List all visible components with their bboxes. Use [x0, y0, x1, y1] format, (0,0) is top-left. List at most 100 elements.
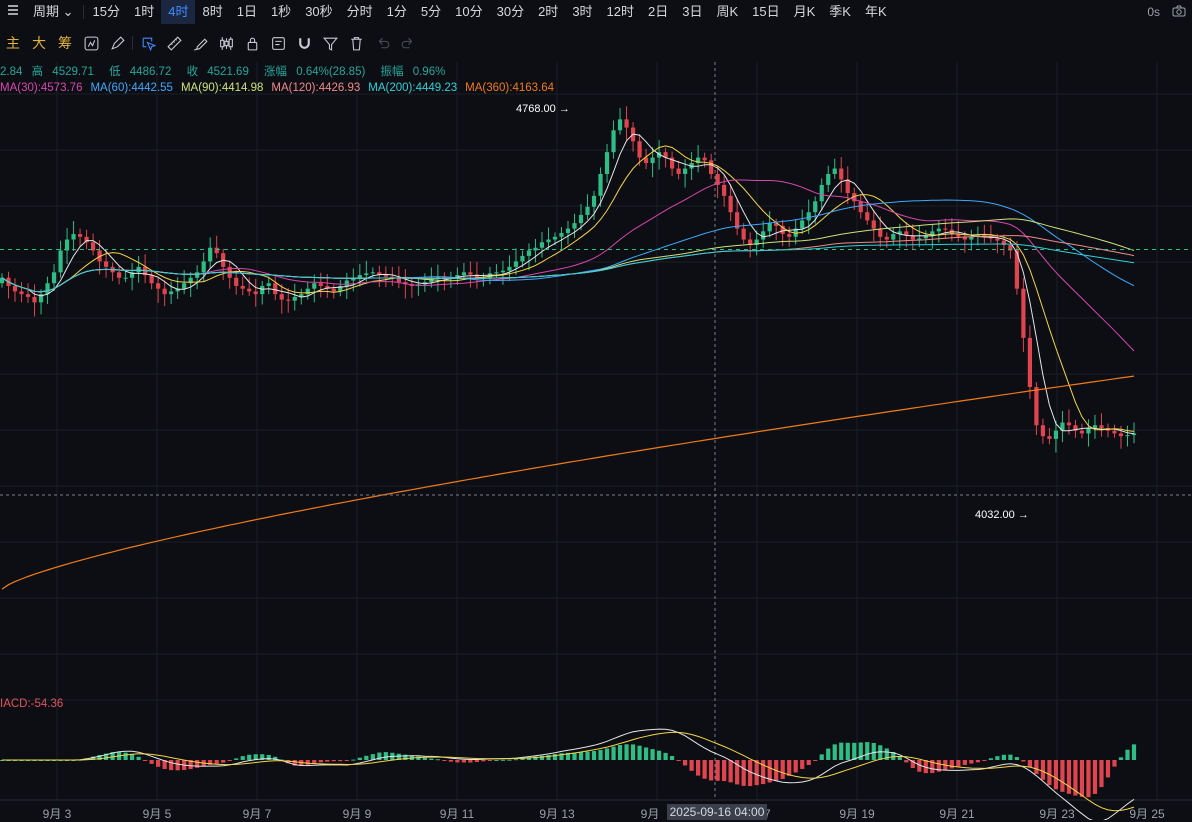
- candle-body: [58, 250, 63, 273]
- period-option[interactable]: 10分: [455, 4, 483, 19]
- period-option[interactable]: 4时: [161, 0, 196, 24]
- pen-tool-icon[interactable]: [104, 28, 130, 58]
- ohlc-info: 2.84 高 4529.71 低 4486.72 收 4521.69 涨幅 0.…: [0, 63, 457, 79]
- period-option[interactable]: 季K: [829, 4, 851, 19]
- mode-large-button[interactable]: 大: [32, 35, 46, 51]
- period-option[interactable]: 1日: [236, 4, 257, 19]
- period-option[interactable]: 周K: [716, 4, 739, 19]
- candle-body: [156, 283, 161, 289]
- candle-body: [819, 184, 824, 202]
- period-option[interactable]: 年K: [864, 4, 887, 19]
- macd-bar: [891, 752, 896, 760]
- candle-body: [702, 157, 707, 161]
- macd-bar: [696, 760, 701, 776]
- candle-body: [0, 277, 5, 284]
- candle-body: [1118, 433, 1124, 437]
- macd-bar: [195, 760, 200, 768]
- ruler-icon[interactable]: [161, 28, 187, 58]
- period-option[interactable]: 3日: [682, 4, 703, 19]
- mode-main-button[interactable]: 主: [6, 35, 20, 51]
- candle-body: [390, 276, 395, 278]
- period-option[interactable]: 15分: [92, 4, 121, 19]
- brush-icon[interactable]: [187, 28, 213, 58]
- macd-bar: [748, 760, 753, 787]
- period-label: 周期: [33, 4, 60, 19]
- change-label: 涨幅: [264, 66, 288, 78]
- period-option[interactable]: 月K: [793, 4, 816, 19]
- candle-body: [526, 250, 532, 256]
- period-option[interactable]: 30秒: [305, 4, 333, 19]
- macd-bar: [617, 745, 623, 760]
- ma-legend-item: MA(90):4414.98: [180, 82, 264, 94]
- macd-bar: [526, 757, 532, 760]
- magnet-icon[interactable]: [291, 28, 317, 58]
- candlestick-icon[interactable]: [213, 28, 239, 58]
- macd-bar: [591, 751, 597, 760]
- menu-icon[interactable]: [0, 0, 26, 24]
- macd-bar: [735, 760, 740, 785]
- candle-body: [253, 291, 258, 295]
- period-option[interactable]: 2日: [648, 4, 669, 19]
- macd-bar: [728, 760, 733, 783]
- period-option[interactable]: 30分: [496, 4, 525, 19]
- cursor-select-icon[interactable]: [135, 28, 161, 58]
- macd-bar: [533, 756, 538, 760]
- period-option[interactable]: 8时: [202, 4, 223, 19]
- candle-body: [1092, 425, 1098, 428]
- candle-body: [1099, 425, 1104, 428]
- ma-line: [1, 133, 1135, 435]
- macd-bar: [858, 742, 863, 760]
- mode-chips-button[interactable]: 筹: [58, 35, 72, 51]
- candle-body: [715, 173, 720, 185]
- period-option[interactable]: 2时: [538, 4, 559, 19]
- macd-bar: [923, 760, 928, 774]
- period-dropdown[interactable]: 周期 ⌄: [26, 0, 81, 24]
- candle-body: [214, 247, 219, 254]
- candle-body: [338, 285, 343, 292]
- candle-body: [468, 272, 473, 275]
- period-option[interactable]: 5分: [420, 4, 442, 19]
- macd-bar: [1131, 744, 1137, 760]
- candle-body: [539, 242, 545, 248]
- macd-bar: [234, 758, 239, 760]
- macd-bar: [546, 755, 551, 760]
- period-option[interactable]: 分时: [346, 4, 373, 19]
- macd-bar: [637, 745, 642, 760]
- candle-body: [637, 141, 642, 158]
- candle-body: [891, 234, 896, 240]
- candle-body: [1040, 425, 1046, 437]
- candle-body: [735, 212, 740, 229]
- filter-icon[interactable]: [317, 28, 343, 58]
- camera-icon[interactable]: [1172, 5, 1186, 20]
- candle-body: [865, 212, 870, 221]
- indicator-icon[interactable]: [78, 28, 104, 58]
- period-option[interactable]: 3时: [572, 4, 593, 19]
- macd-bar: [800, 760, 805, 769]
- macd-bar: [156, 760, 161, 767]
- candle-body: [344, 280, 349, 286]
- macd-bar: [240, 756, 245, 760]
- trash-icon[interactable]: [343, 28, 369, 58]
- period-option[interactable]: 1分: [386, 4, 407, 19]
- macd-bar: [208, 760, 213, 765]
- macd-bar: [819, 754, 824, 760]
- redo-icon[interactable]: [395, 28, 421, 58]
- macd-bar: [806, 760, 811, 765]
- candle-body: [103, 261, 109, 267]
- note-icon[interactable]: [265, 28, 291, 58]
- low-label: 低: [109, 66, 121, 78]
- macd-bar: [286, 760, 291, 764]
- period-option[interactable]: 12时: [606, 4, 635, 19]
- candle-body: [611, 130, 616, 153]
- lock-icon[interactable]: [239, 28, 265, 58]
- period-option[interactable]: 1时: [134, 4, 155, 19]
- candle-body: [774, 223, 779, 226]
- macd-bar: [559, 753, 564, 760]
- period-option[interactable]: 1秒: [270, 4, 292, 19]
- macd-bar: [852, 742, 857, 760]
- macd-bar: [1040, 760, 1046, 780]
- macd-bar: [344, 760, 349, 762]
- undo-icon[interactable]: [369, 28, 395, 58]
- period-option[interactable]: 15日: [752, 4, 780, 19]
